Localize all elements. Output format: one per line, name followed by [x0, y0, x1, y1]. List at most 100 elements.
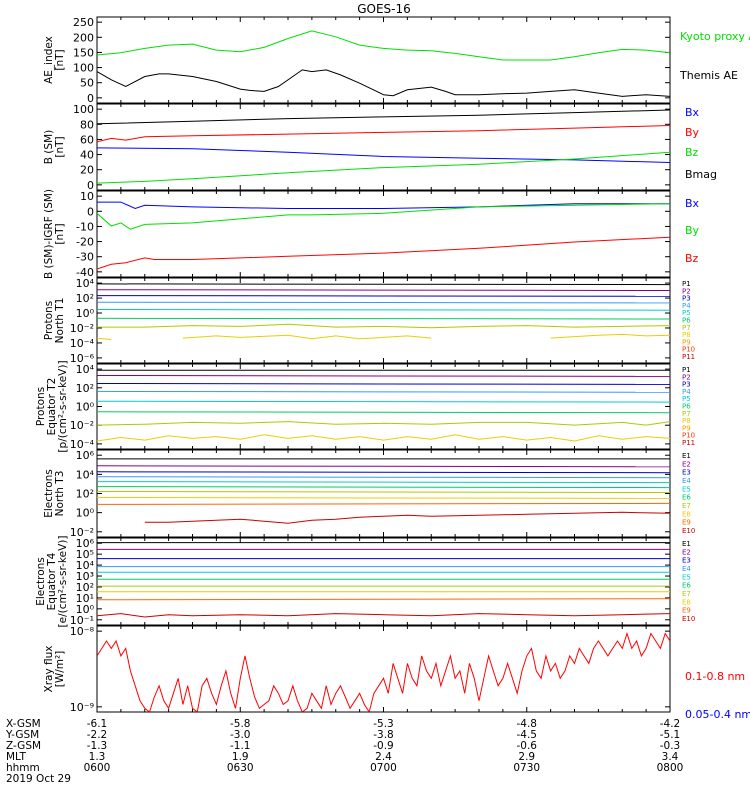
y-axis-label: Equator T4: [46, 552, 58, 610]
legend-entry: P1: [682, 366, 691, 374]
y-tick-label: 10⁻⁶: [70, 352, 95, 365]
series-line-e7: [97, 491, 670, 493]
x-tick-value-mlt: 1.3: [89, 751, 106, 763]
x-tick-value-hhmm: 0800: [657, 762, 684, 774]
x-tick-value-y-gsm: -4.5: [517, 729, 538, 741]
panel-8: 10⁻⁸ 10⁻⁹ Xray flux [W/m²] 0.1-0.8 nm 0.05-0.…: [43, 625, 750, 721]
y-tick-label: 200: [73, 31, 94, 44]
y-tick-label: 40: [80, 149, 94, 162]
series-line-p4: [97, 390, 670, 393]
y-tick-label: 20: [80, 164, 94, 177]
series-line-kyoto-proxy-ae: [97, 30, 670, 61]
panel-1: 250 200 150 100 50 0 AE_index[nT] Kyoto proxy A…: [43, 16, 750, 105]
x-tick-value-hhmm: 0700: [370, 762, 397, 774]
x-tick-value-y-gsm: -3.8: [373, 729, 394, 741]
legend-entry: Bz: [685, 146, 699, 159]
y-tick-label: 0: [87, 205, 94, 218]
y-tick-label: 10⁻⁸: [70, 625, 95, 638]
y-tick-label: 10⁶: [76, 449, 95, 462]
series-line-e9: [97, 598, 670, 601]
series-line-p5: [97, 400, 670, 403]
series-line-p6: [97, 317, 670, 320]
series-line-p4: [97, 301, 670, 304]
y-tick-label: 10⁴: [76, 277, 95, 290]
x-tick-value-y-gsm: -2.2: [87, 729, 108, 741]
x-tick-value-x-gsm: -4.8: [517, 718, 538, 730]
y-tick-label: -20: [76, 236, 94, 249]
y-axis-label: North T3: [54, 471, 66, 517]
legend-entry: P1: [682, 280, 691, 288]
series-line-by: [97, 203, 670, 230]
y-tick-label: 100: [73, 103, 94, 116]
y-tick-label: 60: [80, 133, 94, 146]
series-line-bz: [97, 151, 670, 184]
x-row-label: X-GSM: [6, 718, 41, 730]
legend-entry: P3: [682, 381, 691, 389]
series-line-p6: [97, 411, 670, 414]
y-tick-label: 10⁻⁴: [70, 438, 95, 451]
legend-entry: 0.1-0.8 nm: [685, 670, 745, 683]
y-axis-label: [W/m²]: [54, 651, 66, 688]
panel-frame: [96, 449, 671, 538]
series-line-bx: [97, 147, 670, 163]
y-tick-label: -10: [76, 220, 94, 233]
y-tick-label: 10⁶: [76, 537, 95, 550]
figure-title: GOES-16: [357, 2, 411, 16]
x-tick-value-mlt: 1.9: [232, 751, 249, 763]
y-tick-label: 10⁰: [76, 507, 95, 520]
y-tick-label: 0: [87, 92, 94, 105]
panel-frame: [96, 16, 671, 104]
series-line-themis-ae: [97, 69, 670, 97]
series-line-e10: [144, 511, 670, 524]
legend-entry: P3: [682, 295, 691, 303]
series-line-p5: [97, 309, 670, 311]
legend-entry: E8: [682, 510, 691, 518]
legend-entry: E5: [682, 573, 691, 581]
y-axis-label: [nT]: [54, 223, 66, 244]
y-tick-label: -40: [76, 266, 94, 279]
legend-entry: E10: [682, 527, 695, 535]
series-line-e5: [97, 481, 670, 484]
series-line-by: [97, 125, 670, 143]
legend-entry: P8: [682, 417, 691, 425]
y-axis-label: Protons: [35, 387, 47, 426]
series-line-e8: [97, 497, 670, 499]
panel-4: 10⁴ 10² 10⁰ 10⁻² 10⁻⁴ 10⁻⁶ Protons North T1 P1P2…: [43, 277, 695, 365]
x-tick-value-x-gsm: -5.3: [373, 718, 394, 730]
y-tick-label: 10⁻⁹: [70, 701, 94, 714]
panel-frame: [96, 537, 671, 626]
panel-2: 100 80 60 40 20 0 B (SM) [nT] Bx By Bz Bmag: [43, 103, 717, 192]
legend-entry: Kyoto proxy AE: [680, 30, 750, 43]
legend-entry: Bx: [685, 106, 700, 119]
legend-entry: E4: [682, 477, 691, 485]
series-line-e6: [97, 486, 670, 489]
y-tick-label: 10⁴: [76, 559, 95, 572]
legend-entry: E3: [682, 469, 691, 477]
legend-entry: P6: [682, 403, 691, 411]
x-tick-value-mlt: 2.4: [375, 751, 392, 763]
y-axis-label: Xray flux: [43, 646, 55, 693]
x-row-label: Z-GSM: [6, 740, 41, 752]
legend-entry: P9: [682, 338, 691, 346]
series-line-p7: [97, 323, 670, 329]
legend-entry: P7: [682, 324, 691, 332]
legend-entry: E5: [682, 485, 691, 493]
series-line-p2: [97, 375, 670, 377]
y-axis-label: [p/(cm²-s-sr-keV)]: [57, 360, 69, 452]
x-tick-value-mlt: 3.4: [662, 751, 679, 763]
y-axis-label: [nT]: [54, 136, 66, 157]
y-axis-label: Equator T2: [46, 378, 58, 436]
x-tick-value-z-gsm: -1.3: [87, 740, 108, 752]
legend-entry: E4: [682, 565, 691, 573]
series-line-p1: [97, 283, 670, 286]
x-tick-value-hhmm: 0600: [84, 762, 111, 774]
y-tick-label: 10⁰: [76, 401, 95, 414]
series-line-p8: [97, 333, 670, 341]
y-tick-label: 10⁴: [76, 468, 95, 481]
x-tick-value-z-gsm: -1.1: [230, 740, 251, 752]
legend-entry: E2: [682, 460, 691, 468]
x-tick-value-z-gsm: -0.3: [660, 740, 681, 752]
y-tick-label: 50: [80, 77, 94, 90]
